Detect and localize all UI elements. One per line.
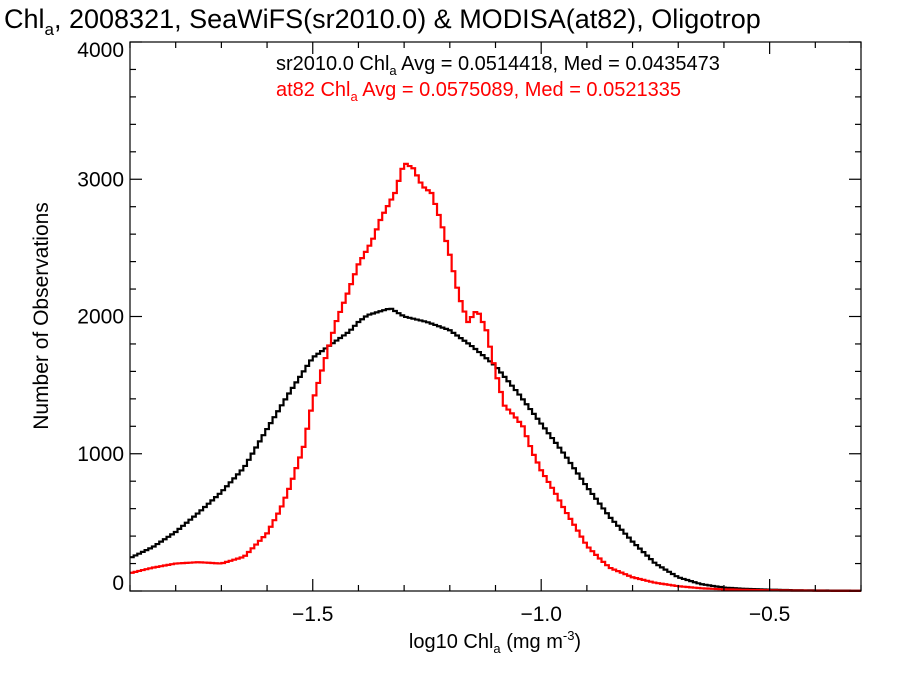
x-tick-label: −1.5 [292,603,333,626]
y-tick-label: 3000 [77,168,124,191]
x-axis-label-units: (mg m [501,631,563,653]
legend-sr2010-prefix: sr2010.0 Chl [276,53,389,75]
plot-frame [129,41,862,592]
y-tick-labels: 0 1000 2000 3000 4000 [77,39,124,595]
legend-sr2010-subscript: a [389,63,397,78]
x-axis-label-subscript: a [493,641,501,656]
chart-title-subscript: a [45,20,55,39]
x-axis-label-suffix: ) [574,631,581,653]
x-tick-label: −0.5 [749,603,790,626]
y-tick-label: 1000 [77,443,124,466]
y-axis-label: Number of Observations [30,202,53,430]
legend-sr2010-suffix: Avg = 0.0514418, Med = 0.0435473 [397,53,720,75]
series-line-sr2010-0 [130,307,861,592]
legend-entry-sr2010: sr2010.0 Chla Avg = 0.0514418, Med = 0.0… [276,53,720,78]
y-tick-label: 0 [112,572,124,595]
x-tick-label: −1.0 [520,603,561,626]
legend-at82-suffix: Avg = 0.0575089, Med = 0.0521335 [358,79,681,101]
chart-title-suffix: , 2008321, SeaWiFS(sr2010.0) & MODISA(at… [54,4,761,34]
legend-at82-prefix: at82 Chl [276,79,351,101]
x-tick-labels: −1.5 −1.0 −0.5 [292,603,790,626]
legend-entry-at82: at82 Chla Avg = 0.0575089, Med = 0.05213… [276,79,681,104]
x-axis-label-prefix: log10 Chl [409,631,494,653]
chart-title-prefix: Chl [4,4,45,34]
series-layer [130,162,861,592]
x-axis-label: log10 Chla (mg m-3) [409,628,581,656]
x-axis-label-superscript: -3 [563,628,575,643]
y-tick-label: 4000 [77,39,124,62]
axis-ticks [129,41,862,592]
y-tick-label: 2000 [77,306,124,329]
chart-title: Chla, 2008321, SeaWiFS(sr2010.0) & MODIS… [4,4,761,39]
legend-at82-subscript: a [351,89,359,104]
series-line-at82 [130,162,861,592]
